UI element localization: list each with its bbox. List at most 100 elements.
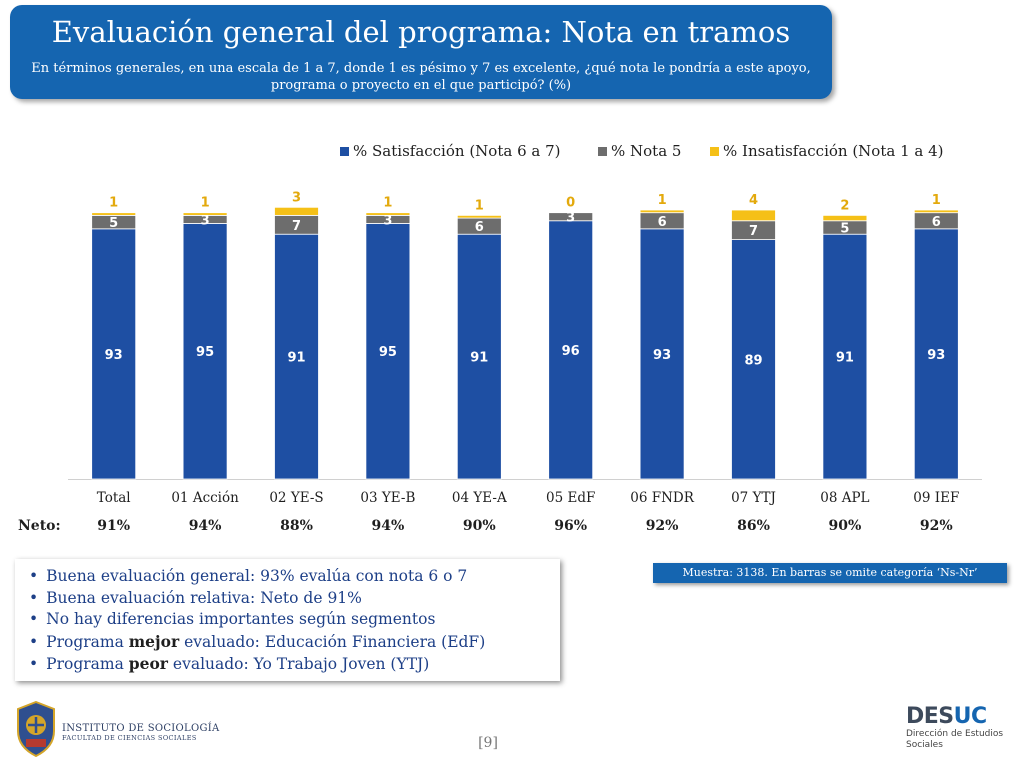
data-label-insatisfaccion: 1 <box>658 193 667 208</box>
bar-segment-insatisfaccion <box>91 212 137 216</box>
desuc-brand-part1: DES <box>906 704 954 729</box>
bar-segment-satisfaccion <box>365 223 411 480</box>
bullet-icon: • <box>29 567 39 585</box>
bar-segment-satisfaccion <box>456 233 502 480</box>
bar-segment-satisfaccion <box>274 233 319 480</box>
neto-value: 90% <box>462 518 496 534</box>
legend-swatch <box>710 147 719 156</box>
category-label: 03 YE-B <box>360 490 415 506</box>
neto-value: 88% <box>280 518 313 534</box>
category-label: 04 YE-A <box>452 490 507 506</box>
data-label-insatisfaccion: 0 <box>566 196 575 211</box>
desuc-brand: DESUC <box>906 705 1016 729</box>
finding-item: • Programa mejor evaluado: Educación Fina… <box>29 631 486 651</box>
data-label-nota5: 3 <box>201 213 210 228</box>
sample-note: Muestra: 3138. En barras se omite catego… <box>653 563 1007 583</box>
findings-list: • Buena evaluación general: 93% evalúa co… <box>29 566 552 676</box>
data-label-nota5: 6 <box>658 215 667 230</box>
finding-emphasis: peor <box>128 654 168 673</box>
legend-swatch <box>340 147 349 156</box>
data-label-insatisfaccion: 4 <box>749 193 758 208</box>
data-label-satisfaccion: 96 <box>562 344 580 359</box>
bar-segment-satisfaccion <box>548 220 594 480</box>
data-label-nota5: 7 <box>292 219 301 234</box>
data-label-insatisfaccion: 1 <box>383 196 392 211</box>
title-banner: Evaluación general del programa: Nota en… <box>10 5 832 99</box>
bar-segment-satisfaccion <box>182 223 228 480</box>
finding-item: • Buena evaluación relativa: Neto de 91% <box>29 588 362 607</box>
data-label-satisfaccion: 95 <box>196 345 214 360</box>
finding-item: • Buena evaluación general: 93% evalúa co… <box>29 567 468 585</box>
data-label-insatisfaccion: 1 <box>475 198 484 213</box>
institute-text: INSTITUTO DE SOCIOLOGÍA FACULTAD DE CIEN… <box>62 723 220 742</box>
bar-segment-satisfaccion <box>91 228 137 480</box>
data-label-nota5: 5 <box>840 221 849 236</box>
bar-segment-insatisfaccion <box>365 212 411 216</box>
neto-value: 94% <box>188 518 222 534</box>
desuc-brand-part2: UC <box>953 704 988 729</box>
desuc-subtitle-2: Sociales <box>906 740 943 750</box>
desuc-logo: DESUC Dirección de Estudios Sociales <box>906 705 1016 751</box>
data-label-insatisfaccion: 1 <box>201 196 210 211</box>
bar-segment-insatisfaccion <box>913 209 959 214</box>
data-label-insatisfaccion: 3 <box>292 190 301 205</box>
category-label: 05 EdF <box>546 490 595 506</box>
category-label: 06 FNDR <box>630 490 694 506</box>
neto-value: 86% <box>737 518 770 534</box>
finding-emphasis: mejor <box>128 631 180 651</box>
category-label: Total <box>97 490 131 506</box>
bar-segment-insatisfaccion <box>822 214 868 222</box>
data-label-satisfaccion: 93 <box>927 348 945 363</box>
data-label-satisfaccion: 93 <box>105 348 123 363</box>
neto-value: 90% <box>828 518 862 534</box>
neto-label: Neto: <box>18 518 61 534</box>
data-label-nota5: 7 <box>749 224 758 239</box>
category-label: 07 YTJ <box>731 490 776 506</box>
bar-segment-insatisfaccion <box>639 209 685 214</box>
category-label: 08 APL <box>820 490 869 506</box>
neto-value: 96% <box>554 518 588 534</box>
neto-value: 94% <box>371 518 405 534</box>
neto-value: 92% <box>645 518 679 534</box>
data-label-satisfaccion: 93 <box>653 348 671 363</box>
category-label: 02 YE-S <box>269 490 323 506</box>
data-label-nota5: 5 <box>109 216 118 231</box>
neto-row: Neto: 91% 94% 88% 94% 90% 96% 92% 86% 90% 92% <box>0 518 1024 538</box>
bar-segment-insatisfaccion <box>182 212 228 216</box>
data-label-satisfaccion: 91 <box>470 351 488 366</box>
data-label-nota5: 3 <box>566 211 575 226</box>
data-label-nota5: 3 <box>383 213 392 228</box>
category-label: 09 IEF <box>913 490 959 506</box>
page-subtitle: En términos generales, en una escala de … <box>31 61 811 93</box>
category-label: 01 Acción <box>171 490 239 506</box>
data-label-satisfaccion: 89 <box>744 353 762 368</box>
bar-segment-insatisfaccion <box>274 206 319 216</box>
bar-segment-nota5 <box>548 212 594 222</box>
finding-item: • Programa peor evaluado: Yo Trabajo Jove… <box>29 654 430 673</box>
findings-box: • Buena evaluación general: 93% evalúa co… <box>15 559 560 681</box>
bar-segment-satisfaccion <box>731 239 776 480</box>
data-label-satisfaccion: 95 <box>379 345 397 360</box>
institute-name: INSTITUTO DE SOCIOLOGÍA <box>62 723 220 734</box>
bar-segment-satisfaccion <box>639 228 685 480</box>
neto-value: 92% <box>919 518 953 534</box>
data-label-satisfaccion: 91 <box>287 351 305 366</box>
legend-label: % Insatisfacción (Nota 1 a 4) <box>723 142 944 160</box>
bullet-icon: • <box>29 610 39 628</box>
university-crest-icon <box>17 701 55 757</box>
legend-label: % Nota 5 <box>611 142 681 160</box>
desuc-subtitle-1: Dirección de Estudios <box>906 729 1004 739</box>
stacked-bar-chart: % Satisfacción (Nota 6 a 7) % Nota 5 % Ins… <box>68 142 982 506</box>
data-label-nota5: 6 <box>932 215 941 230</box>
data-label-nota5: 6 <box>475 220 484 235</box>
finding-item: • No hay diferencias importantes según se… <box>29 610 436 628</box>
bar-segment-insatisfaccion <box>456 214 502 219</box>
page-number: [9] <box>478 735 498 751</box>
legend-swatch <box>598 147 607 156</box>
data-label-insatisfaccion: 1 <box>109 196 118 211</box>
bar-segment-satisfaccion <box>913 228 959 480</box>
institute-subtitle: FACULTAD DE CIENCIAS SOCIALES <box>62 734 197 742</box>
neto-value: 91% <box>97 518 131 534</box>
bullet-icon: • <box>29 632 39 651</box>
data-label-insatisfaccion: 1 <box>932 193 941 208</box>
